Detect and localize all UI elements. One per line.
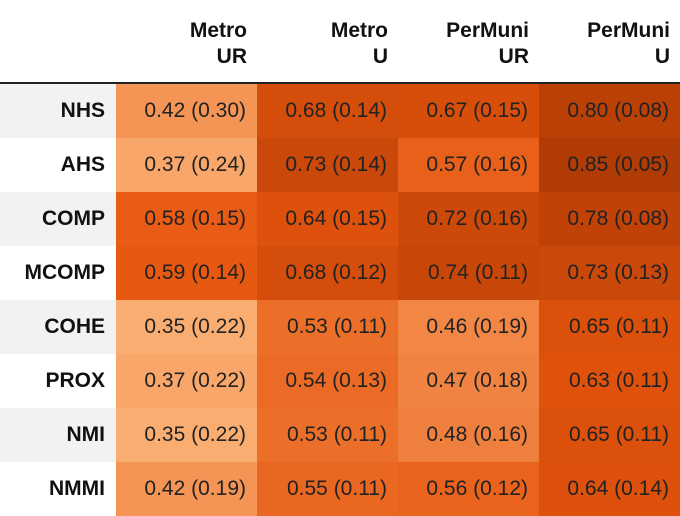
row-header: COMP	[0, 192, 116, 246]
column-header-line1: Metro	[189, 19, 247, 42]
heatmap-cell: 0.37 (0.22)	[116, 354, 257, 408]
heatmap-cell: 0.56 (0.12)	[398, 462, 539, 516]
row-header: AHS	[0, 138, 116, 192]
heatmap-cell: 0.47 (0.18)	[398, 354, 539, 408]
heatmap-cell: 0.42 (0.30)	[116, 83, 257, 138]
table-row: COHE 0.35 (0.22) 0.53 (0.11) 0.46 (0.19) 0.6…	[0, 300, 680, 354]
column-header: Metro U	[257, 0, 398, 84]
table-body: NHS 0.42 (0.30) 0.68 (0.14) 0.67 (0.15) 0.80…	[0, 83, 680, 516]
table-row: NMI 0.35 (0.22) 0.53 (0.11) 0.48 (0.16) 0.65…	[0, 408, 680, 462]
column-header-row: Metro UR Metro U PerMuni UR PerMuni U	[0, 0, 680, 84]
heatmap-cell: 0.72 (0.16)	[398, 192, 539, 246]
heatmap-cell: 0.53 (0.11)	[257, 408, 398, 462]
row-header: NHS	[0, 83, 116, 138]
table-row: MCOMP 0.59 (0.14) 0.68 (0.12) 0.74 (0.11) 0.…	[0, 246, 680, 300]
heatmap-cell: 0.37 (0.24)	[116, 138, 257, 192]
table-row: NMMI 0.42 (0.19) 0.55 (0.11) 0.56 (0.12) 0.6…	[0, 462, 680, 516]
column-header-line1: PerMuni	[446, 19, 529, 42]
heatmap-cell: 0.35 (0.22)	[116, 408, 257, 462]
heatmap-cell: 0.73 (0.14)	[257, 138, 398, 192]
column-header-line2: U	[372, 45, 388, 68]
heatmap-cell: 0.54 (0.13)	[257, 354, 398, 408]
table-row: AHS 0.37 (0.24) 0.73 (0.14) 0.57 (0.16) 0.85…	[0, 138, 680, 192]
heatmap-cell: 0.42 (0.19)	[116, 462, 257, 516]
heatmap-cell: 0.46 (0.19)	[398, 300, 539, 354]
heatmap-cell: 0.74 (0.11)	[398, 246, 539, 300]
row-header: NMI	[0, 408, 116, 462]
table-row: COMP 0.58 (0.15) 0.64 (0.15) 0.72 (0.16) 0.7…	[0, 192, 680, 246]
heatmap-cell: 0.55 (0.11)	[257, 462, 398, 516]
heatmap-cell: 0.48 (0.16)	[398, 408, 539, 462]
row-header: NMMI	[0, 462, 116, 516]
heatmap-cell: 0.78 (0.08)	[539, 192, 680, 246]
heatmap-cell: 0.35 (0.22)	[116, 300, 257, 354]
row-header: MCOMP	[0, 246, 116, 300]
row-header: PROX	[0, 354, 116, 408]
heatmap-cell: 0.59 (0.14)	[116, 246, 257, 300]
column-header-line2: U	[654, 45, 670, 68]
corner-cell	[0, 0, 116, 84]
heatmap-cell: 0.80 (0.08)	[539, 83, 680, 138]
heatmap-cell: 0.85 (0.05)	[539, 138, 680, 192]
column-header-line2: UR	[216, 45, 247, 68]
column-header-line1: Metro	[330, 19, 388, 42]
column-header-line2: UR	[498, 45, 529, 68]
heatmap-cell: 0.53 (0.11)	[257, 300, 398, 354]
column-header: PerMuni U	[539, 0, 680, 84]
heatmap-cell: 0.67 (0.15)	[398, 83, 539, 138]
heatmap-cell: 0.64 (0.15)	[257, 192, 398, 246]
heatmap-cell: 0.68 (0.14)	[257, 83, 398, 138]
heatmap-cell: 0.57 (0.16)	[398, 138, 539, 192]
table-row: PROX 0.37 (0.22) 0.54 (0.13) 0.47 (0.18) 0.6…	[0, 354, 680, 408]
heatmap-cell: 0.63 (0.11)	[539, 354, 680, 408]
heatmap-cell: 0.58 (0.15)	[116, 192, 257, 246]
column-header: PerMuni UR	[398, 0, 539, 84]
row-header: COHE	[0, 300, 116, 354]
heatmap-cell: 0.65 (0.11)	[539, 408, 680, 462]
heatmap-cell: 0.73 (0.13)	[539, 246, 680, 300]
heatmap-cell: 0.64 (0.14)	[539, 462, 680, 516]
column-header-line1: PerMuni	[587, 19, 670, 42]
heatmap-cell: 0.68 (0.12)	[257, 246, 398, 300]
heatmap-cell: 0.65 (0.11)	[539, 300, 680, 354]
table-row: NHS 0.42 (0.30) 0.68 (0.14) 0.67 (0.15) 0.80…	[0, 83, 680, 138]
column-header: Metro UR	[116, 0, 257, 84]
